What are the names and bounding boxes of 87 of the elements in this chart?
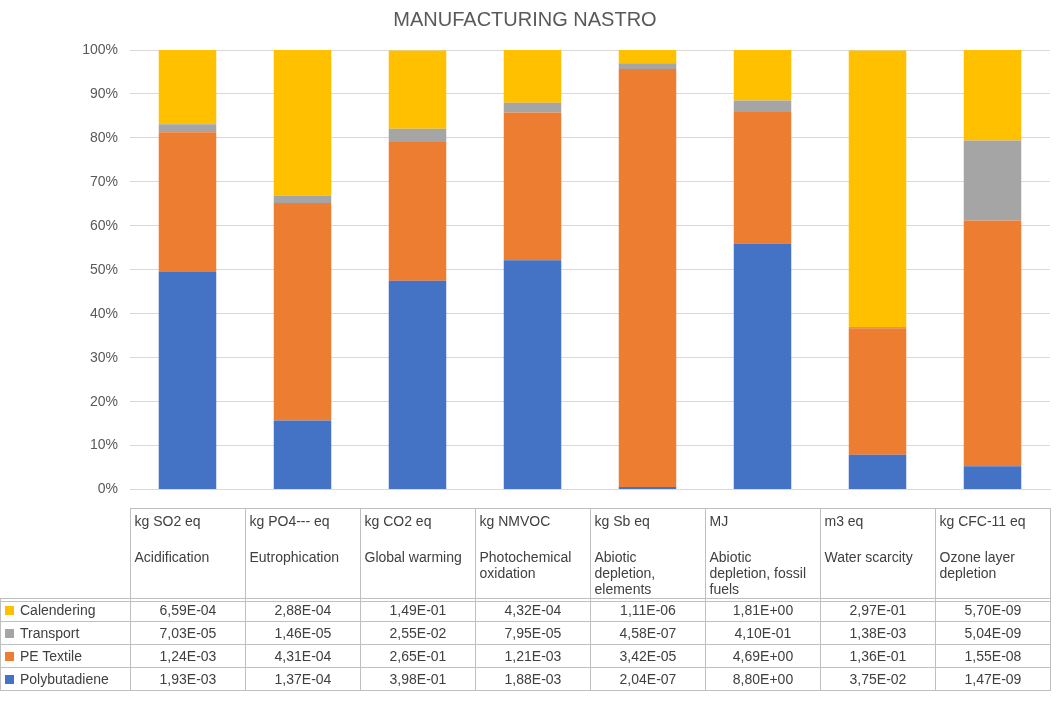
bar (388, 141, 447, 281)
y-tick-label: 40% (89, 304, 118, 321)
text: 6,59E-04 (130, 598, 246, 622)
category-label: kg SO2 eq Acidification (134, 513, 210, 565)
bar (273, 202, 332, 421)
text: 1,36E-01 (820, 644, 936, 668)
bar (503, 102, 562, 113)
text: 1,88E-03 (475, 667, 591, 691)
category-label: MJ Abiotic depletion, fossil fuels (709, 513, 807, 597)
bar (733, 50, 792, 101)
text: 8,80E+00 (705, 667, 821, 691)
text: 5,04E-09 (935, 621, 1051, 645)
y-tick-label: 90% (89, 84, 118, 101)
legend-label: Calendering (0, 598, 131, 622)
y-tick-label: 0% (97, 480, 118, 497)
y-tick-label: 30% (89, 348, 118, 365)
text: 3,75E-02 (820, 667, 936, 691)
bar (963, 140, 1022, 221)
text: 1,37E-04 (245, 667, 361, 691)
text: 2,55E-02 (360, 621, 476, 645)
bar (963, 50, 1022, 141)
legend-label: Polybutadiene (0, 667, 131, 691)
text: 2,65E-01 (360, 644, 476, 668)
category-label: kg NMVOC Photochemical oxidation (479, 513, 572, 581)
text: 4,58E-07 (590, 621, 706, 645)
text: 1,81E+00 (705, 598, 821, 622)
text: 1,55E-08 (935, 644, 1051, 668)
text: 2,04E-07 (590, 667, 706, 691)
bar (503, 112, 562, 261)
text: 4,10E-01 (705, 621, 821, 645)
text: 1,49E-01 (360, 598, 476, 622)
text: 7,03E-05 (130, 621, 246, 645)
bar (158, 272, 217, 490)
bar (273, 50, 332, 196)
bar (158, 124, 217, 133)
y-tick-label: 80% (89, 128, 118, 145)
text: 7,95E-05 (475, 621, 591, 645)
bar (388, 280, 447, 490)
bar (388, 50, 447, 129)
legend-label: PE Textile (0, 644, 131, 668)
category-label: kg Sb eq Abiotic depletion, elements (594, 513, 656, 597)
chart-title: MANUFACTURING NASTRO (393, 7, 657, 30)
bar (848, 328, 907, 455)
bar (388, 128, 447, 142)
text: 1,93E-03 (130, 667, 246, 691)
legend-label: Transport (0, 621, 131, 645)
bar (963, 220, 1022, 467)
bar (158, 132, 217, 272)
bar (733, 111, 792, 244)
category-label: m3 eq Water scarcity (824, 513, 913, 565)
text: 2,88E-04 (245, 598, 361, 622)
bar (273, 195, 332, 203)
text: 4,32E-04 (475, 598, 591, 622)
category-label: kg PO4--- eq Eutrophication (249, 513, 340, 565)
text: 3,98E-01 (360, 667, 476, 691)
y-tick-label: 70% (89, 172, 118, 189)
bar (273, 420, 332, 490)
text: 4,69E+00 (705, 644, 821, 668)
bar (733, 243, 792, 490)
y-tick-label: 100% (82, 40, 118, 57)
bar (963, 466, 1022, 490)
bar (503, 50, 562, 103)
bar (848, 50, 907, 327)
text: 1,47E-09 (935, 667, 1051, 691)
y-tick-label: 20% (89, 392, 118, 409)
text: 2,97E-01 (820, 598, 936, 622)
bar (848, 454, 907, 490)
bar (733, 100, 792, 112)
category-label: kg CFC-11 eq Ozone layer depletion (939, 513, 1026, 581)
text: 5,70E-09 (935, 598, 1051, 622)
bar (618, 63, 677, 69)
text: 1,24E-03 (130, 644, 246, 668)
bar (618, 486, 677, 490)
y-tick-label: 50% (89, 260, 118, 277)
text: 3,42E-05 (590, 644, 706, 668)
bar (618, 50, 677, 64)
text: 1,46E-05 (245, 621, 361, 645)
y-tick-label: 60% (89, 216, 118, 233)
bar (158, 50, 217, 125)
text: 1,11E-06 (590, 598, 706, 622)
y-tick-label: 10% (89, 436, 118, 453)
category-label: kg CO2 eq Global warming (364, 513, 462, 565)
bar (618, 68, 677, 487)
bar (503, 260, 562, 490)
text: 1,21E-03 (475, 644, 591, 668)
text: 4,31E-04 (245, 644, 361, 668)
text: 1,38E-03 (820, 621, 936, 645)
